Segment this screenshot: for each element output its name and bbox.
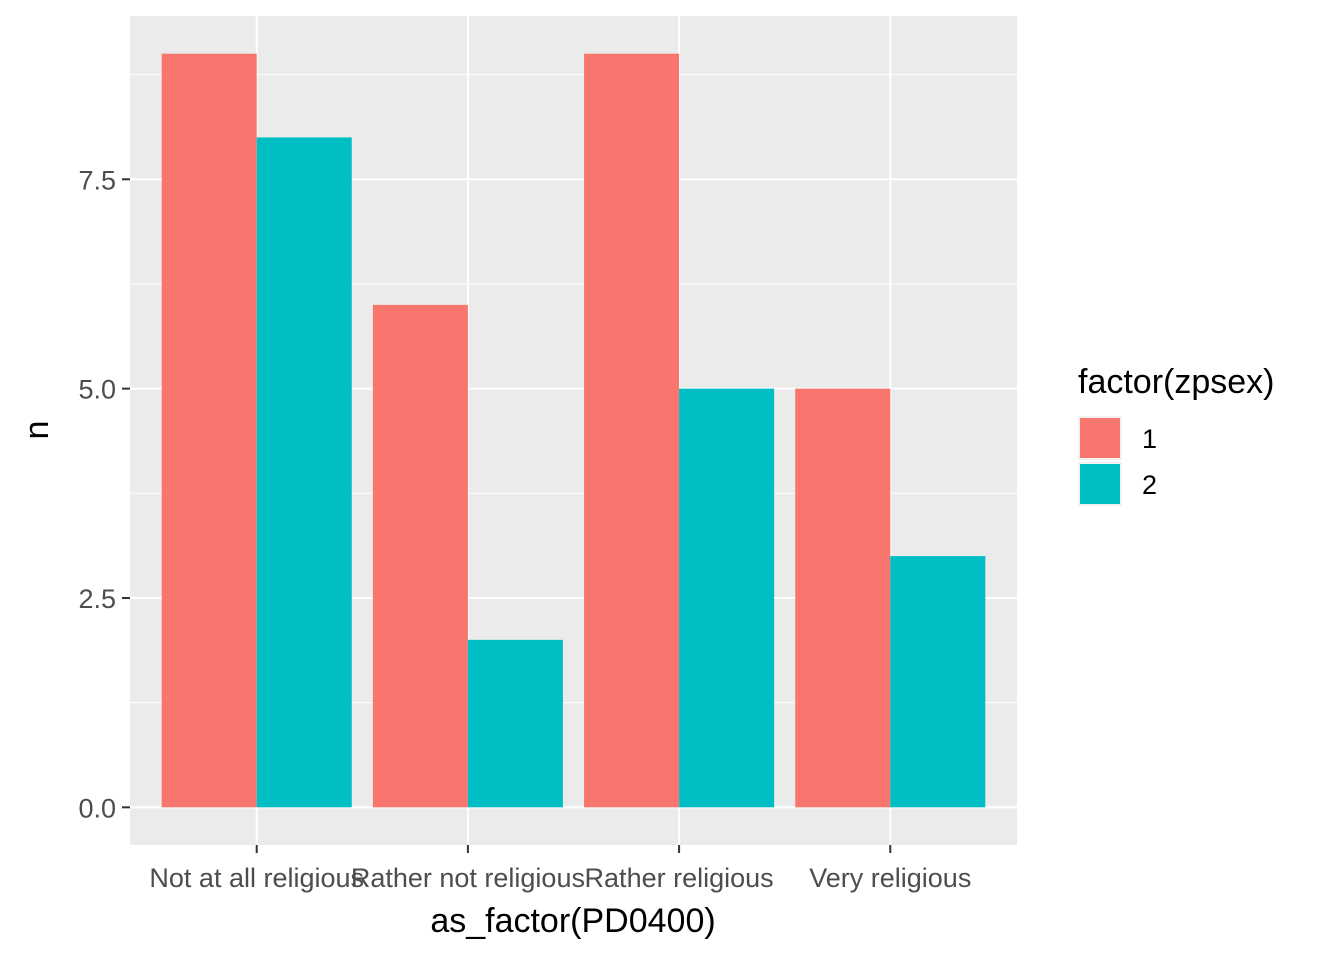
legend-items: 12 bbox=[1078, 416, 1157, 506]
legend: factor(zpsex) 12 bbox=[1078, 363, 1275, 506]
bar bbox=[161, 53, 257, 808]
x-tick-label: Rather not religious bbox=[351, 863, 585, 893]
legend-label: 2 bbox=[1142, 470, 1157, 500]
bars bbox=[161, 53, 986, 808]
y-tick-label: 0.0 bbox=[78, 793, 116, 823]
y-axis-title: n bbox=[18, 421, 56, 440]
y-tick-label: 5.0 bbox=[78, 375, 116, 405]
x-tick-label: Not at all religious bbox=[149, 863, 364, 893]
y-axis: 0.0 2.5 5.0 7.5 bbox=[78, 165, 130, 823]
legend-key bbox=[1080, 464, 1120, 504]
bar bbox=[795, 388, 891, 808]
y-tick-label: 7.5 bbox=[78, 165, 116, 195]
legend-title: factor(zpsex) bbox=[1078, 363, 1275, 401]
y-tick-label: 2.5 bbox=[78, 584, 116, 614]
bar bbox=[467, 639, 563, 808]
legend-label: 1 bbox=[1142, 424, 1157, 454]
bar bbox=[679, 388, 775, 808]
x-tick-label: Very religious bbox=[809, 863, 971, 893]
bar bbox=[584, 53, 680, 808]
bar bbox=[890, 556, 986, 808]
x-tick-label: Rather religious bbox=[585, 863, 774, 893]
legend-key bbox=[1080, 418, 1120, 458]
x-axis-title: as_factor(PD0400) bbox=[430, 902, 715, 940]
bar bbox=[372, 304, 468, 808]
bar bbox=[256, 137, 352, 808]
